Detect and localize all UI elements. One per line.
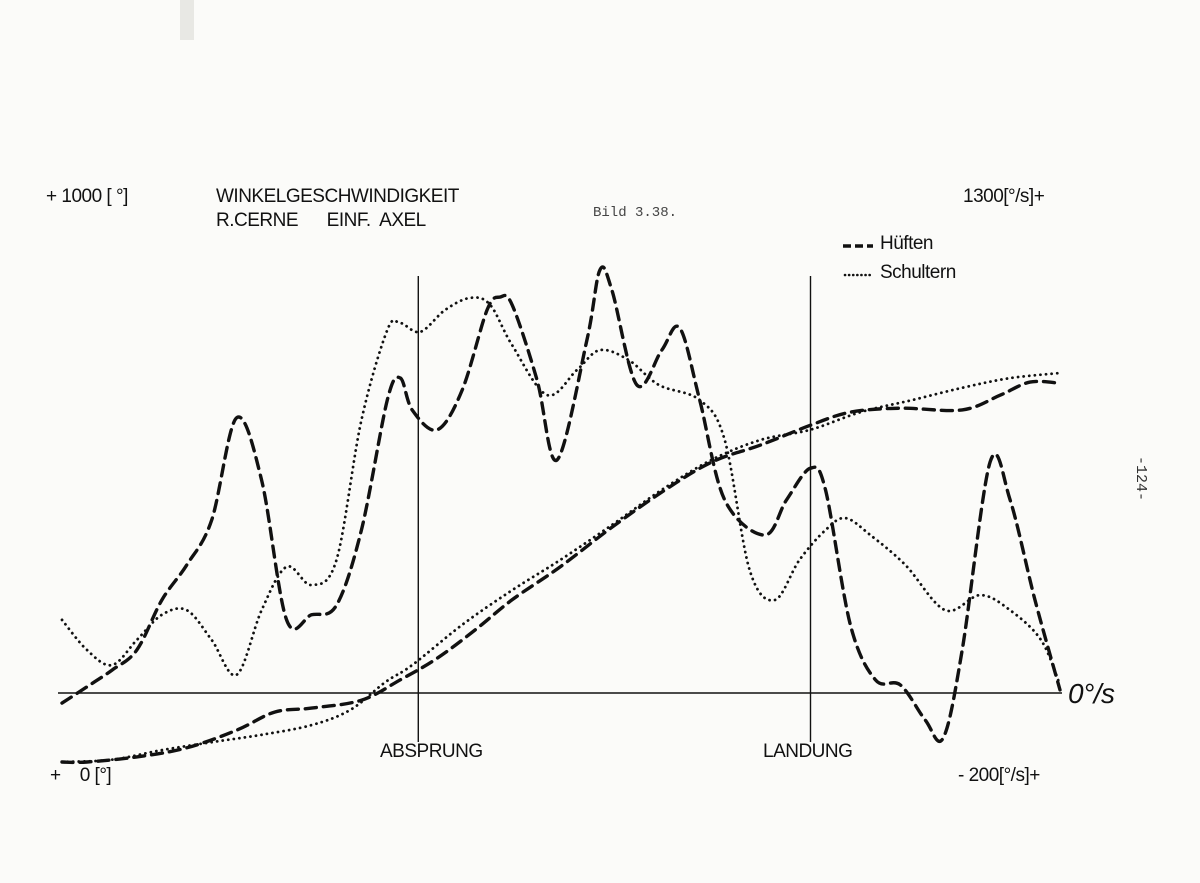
series-hueften-velocity-line bbox=[60, 265, 1062, 743]
scan-artifact bbox=[180, 0, 194, 40]
left-axis-top-label: + 1000 [ °] bbox=[46, 186, 128, 207]
event-label-landung: LANDUNG bbox=[763, 741, 853, 762]
page-number: -124- bbox=[1132, 455, 1150, 502]
series-hueften-angle-line bbox=[60, 379, 1062, 765]
series-schultern-velocity-line bbox=[60, 296, 1062, 687]
figure-label: Bild 3.38. bbox=[593, 205, 678, 221]
zero-label: 0°/s bbox=[1068, 678, 1115, 709]
series-schultern-angle-line bbox=[60, 371, 1062, 764]
left-axis-bottom-label: + 0 [°] bbox=[50, 765, 112, 786]
event-label-absprung: ABSPRUNG bbox=[380, 741, 483, 762]
chart-title: WINKELGESCHWINDIGKEIT bbox=[216, 186, 459, 207]
legend-label-hueften: Hüften bbox=[880, 233, 933, 254]
chart-subtitle: R.CERNE EINF. AXEL bbox=[216, 210, 426, 231]
right-axis-top-label: 1300[°/s]+ bbox=[963, 186, 1045, 207]
right-axis-bottom-label: - 200[°/s]+ bbox=[958, 765, 1040, 786]
legend-label-schultern: Schultern bbox=[880, 262, 956, 283]
